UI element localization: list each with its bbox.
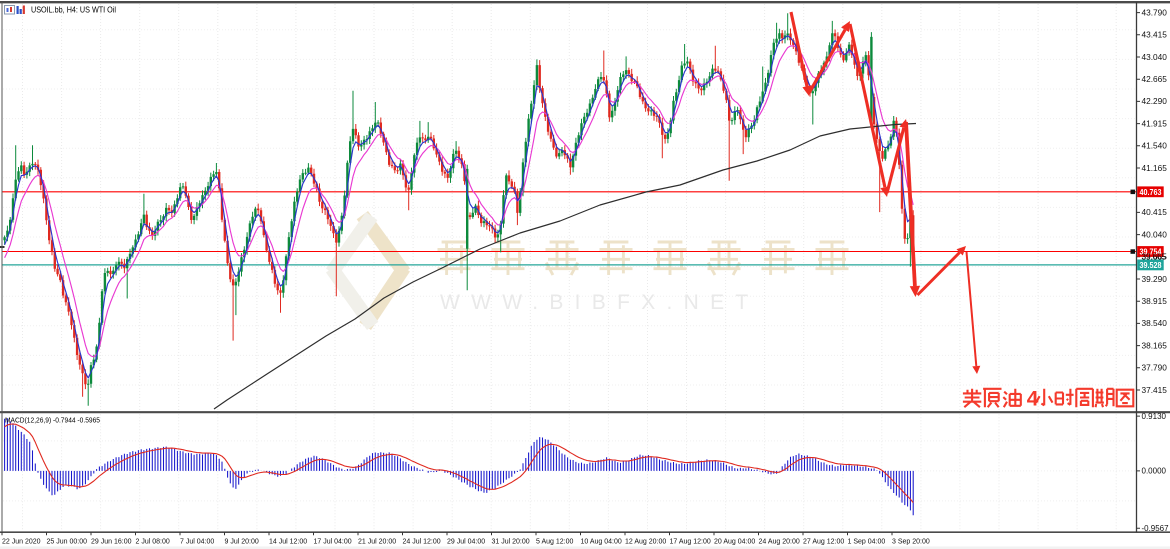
svg-text:38.540: 38.540 — [1142, 318, 1168, 328]
svg-text:40.040: 40.040 — [1142, 229, 1168, 239]
svg-text:10 Aug 04:00: 10 Aug 04:00 — [581, 539, 622, 546]
svg-text:38.165: 38.165 — [1142, 340, 1168, 350]
svg-text:25 Jun 00:00: 25 Jun 00:00 — [47, 539, 88, 546]
svg-text:12 Aug 20:00: 12 Aug 20:00 — [625, 539, 666, 546]
svg-text:41.915: 41.915 — [1142, 118, 1168, 128]
svg-text:-0.9567: -0.9567 — [1142, 523, 1169, 533]
svg-text:9 Jul 20:00: 9 Jul 20:00 — [225, 539, 259, 546]
svg-text:39.290: 39.290 — [1142, 274, 1168, 284]
svg-text:USOIL.bb, H4: US WTI Oil: USOIL.bb, H4: US WTI Oil — [31, 5, 116, 14]
svg-text:39.528: 39.528 — [1140, 261, 1162, 270]
svg-text:24 Aug 20:00: 24 Aug 20:00 — [759, 539, 800, 546]
svg-text:41.540: 41.540 — [1142, 141, 1168, 151]
svg-text:0.0000: 0.0000 — [1142, 466, 1167, 476]
svg-text:42.290: 42.290 — [1142, 96, 1168, 106]
svg-text:39.754: 39.754 — [1140, 248, 1162, 257]
svg-text:5 Aug 12:00: 5 Aug 12:00 — [536, 539, 573, 546]
svg-text:29 Jul 04:00: 29 Jul 04:00 — [447, 539, 485, 546]
svg-text:27 Aug 12:00: 27 Aug 12:00 — [803, 539, 844, 546]
svg-text:31 Jul 20:00: 31 Jul 20:00 — [492, 539, 530, 546]
svg-text:43.415: 43.415 — [1142, 30, 1168, 40]
svg-text:17 Aug 12:00: 17 Aug 12:00 — [670, 539, 711, 546]
svg-text:7 Jul 04:00: 7 Jul 04:00 — [180, 539, 214, 546]
svg-text:40.763: 40.763 — [1140, 188, 1162, 197]
svg-text:20 Aug 04:00: 20 Aug 04:00 — [714, 539, 755, 546]
svg-text:24 Jul 12:00: 24 Jul 12:00 — [403, 539, 441, 546]
svg-text:1 Sep 04:00: 1 Sep 04:00 — [848, 539, 886, 546]
svg-text:43.040: 43.040 — [1142, 52, 1168, 62]
svg-text:2 Jul 08:00: 2 Jul 08:00 — [136, 539, 170, 546]
svg-text:41.165: 41.165 — [1142, 163, 1168, 173]
svg-text:37.415: 37.415 — [1142, 385, 1168, 395]
svg-text:14 Jul 12:00: 14 Jul 12:00 — [269, 539, 307, 546]
svg-text:0.9130: 0.9130 — [1142, 411, 1167, 421]
svg-text:WWW.BIBFX.NET: WWW.BIBFX.NET — [440, 291, 760, 314]
svg-text:22 Jun 2020: 22 Jun 2020 — [2, 539, 41, 546]
svg-text:17 Jul 04:00: 17 Jul 04:00 — [314, 539, 352, 546]
svg-text:40.415: 40.415 — [1142, 207, 1168, 217]
svg-text:4: 4 — [1027, 388, 1039, 411]
svg-text:39.665: 39.665 — [1142, 252, 1167, 262]
svg-text:42.665: 42.665 — [1142, 74, 1168, 84]
svg-text:3 Sep 20:00: 3 Sep 20:00 — [892, 539, 930, 546]
svg-text:MACD(12,26,9) -0.7944 -0.5965: MACD(12,26,9) -0.7944 -0.5965 — [5, 416, 100, 425]
svg-text:43.790: 43.790 — [1142, 7, 1168, 17]
svg-text:38.915: 38.915 — [1142, 296, 1168, 306]
svg-text:21 Jul 20:00: 21 Jul 20:00 — [358, 539, 396, 546]
svg-text:29 Jun 16:00: 29 Jun 16:00 — [91, 539, 132, 546]
svg-text:37.790: 37.790 — [1142, 363, 1168, 373]
